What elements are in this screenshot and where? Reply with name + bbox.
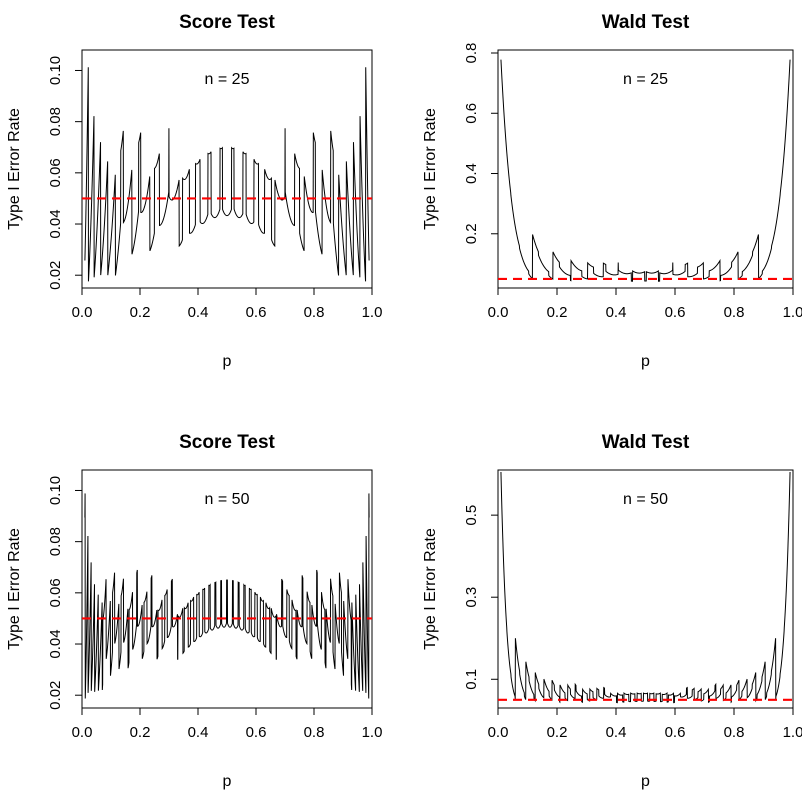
x-tick-label: 0.6 xyxy=(246,304,267,321)
x-tick-label: 0.8 xyxy=(304,304,325,321)
error-rate-series-line xyxy=(500,59,791,282)
x-tick-label: 0.4 xyxy=(188,724,209,741)
plot-frame xyxy=(81,49,373,289)
plot-frame xyxy=(497,49,794,289)
y-tick-label: 0.3 xyxy=(463,587,480,608)
sample-size-annotation: n = 50 xyxy=(205,491,250,508)
chart-panel-1: Score Test n = 25 0.0 0.2 0.4 0.6 0.8 1.0 0.02 0.… xyxy=(6,12,382,370)
x-tick-label: 1.0 xyxy=(783,724,802,741)
y-tick-label: 0.02 xyxy=(47,261,64,290)
x-tick-label: 0.0 xyxy=(488,724,509,741)
x-axis-label: p xyxy=(223,773,232,790)
y-tick-label: 0.4 xyxy=(463,163,480,184)
y-tick-label: 0.6 xyxy=(463,103,480,124)
x-tick-label: 0.8 xyxy=(724,724,745,741)
sample-size-annotation: n = 25 xyxy=(623,71,668,88)
x-tick-label: 1.0 xyxy=(783,304,802,321)
x-tick-label: 0.4 xyxy=(606,724,627,741)
x-axis-label: p xyxy=(641,353,650,370)
y-axis-label: Type I Error Rate xyxy=(422,108,439,230)
x-tick-label: 0.0 xyxy=(72,724,93,741)
chart-panel-3: Score Test n = 50 0.0 0.2 0.4 0.6 0.8 1.0 0.02 0.… xyxy=(6,432,382,790)
x-tick-label: 0.6 xyxy=(246,724,267,741)
x-tick-label: 0.8 xyxy=(304,724,325,741)
y-axis-label: Type I Error Rate xyxy=(6,108,23,230)
y-tick-label: 0.08 xyxy=(47,527,64,556)
y-tick-label: 0.08 xyxy=(47,107,64,136)
x-tick-label: 0.6 xyxy=(665,304,686,321)
x-tick-label: 0.8 xyxy=(724,304,745,321)
x-tick-label: 0.2 xyxy=(130,304,151,321)
x-tick-label: 0.4 xyxy=(188,304,209,321)
y-tick-label: 0.10 xyxy=(47,56,64,85)
x-axis-label: p xyxy=(223,353,232,370)
sample-size-annotation: n = 50 xyxy=(623,491,668,508)
y-tick-label: 0.5 xyxy=(463,505,480,526)
y-tick-label: 0.06 xyxy=(47,578,64,607)
y-tick-label: 0.8 xyxy=(463,43,480,64)
x-tick-label: 0.4 xyxy=(606,304,627,321)
plot-frame xyxy=(497,469,794,709)
chart-panel-4: Wald Test n = 50 0.0 0.2 0.4 0.6 0.8 1.0 0.1 0.3 0… xyxy=(422,432,802,790)
y-tick-label: 0.1 xyxy=(463,669,480,690)
x-tick-label: 1.0 xyxy=(362,304,383,321)
y-tick-label: 0.06 xyxy=(47,158,64,187)
x-tick-label: 0.0 xyxy=(488,304,509,321)
chart-panel-2: Wald Test n = 25 0.0 0.2 0.4 0.6 0.8 1.0 0.2 0.4 0… xyxy=(422,12,802,370)
x-tick-label: 0.6 xyxy=(665,724,686,741)
chart-title: Wald Test xyxy=(602,432,690,453)
y-tick-label: 0.04 xyxy=(47,209,64,238)
x-axis-label: p xyxy=(641,773,650,790)
y-axis-label: Type I Error Rate xyxy=(422,528,439,650)
error-rate-series-line xyxy=(84,67,370,282)
x-tick-label: 0.0 xyxy=(72,304,93,321)
y-tick-label: 0.04 xyxy=(47,629,64,658)
x-tick-label: 1.0 xyxy=(362,724,383,741)
error-rate-series-line xyxy=(84,493,370,699)
plot-frame xyxy=(81,469,373,709)
chart-title: Score Test xyxy=(179,432,275,453)
chart-title: Score Test xyxy=(179,12,275,33)
chart-title: Wald Test xyxy=(602,12,690,33)
sample-size-annotation: n = 25 xyxy=(205,71,250,88)
y-axis-label: Type I Error Rate xyxy=(6,528,23,650)
error-rate-series-line xyxy=(500,471,791,704)
y-tick-label: 0.2 xyxy=(463,223,480,244)
y-tick-label: 0.02 xyxy=(47,681,64,710)
x-tick-label: 0.2 xyxy=(130,724,151,741)
y-tick-label: 0.10 xyxy=(47,476,64,505)
x-tick-label: 0.2 xyxy=(547,724,568,741)
x-tick-label: 0.2 xyxy=(547,304,568,321)
